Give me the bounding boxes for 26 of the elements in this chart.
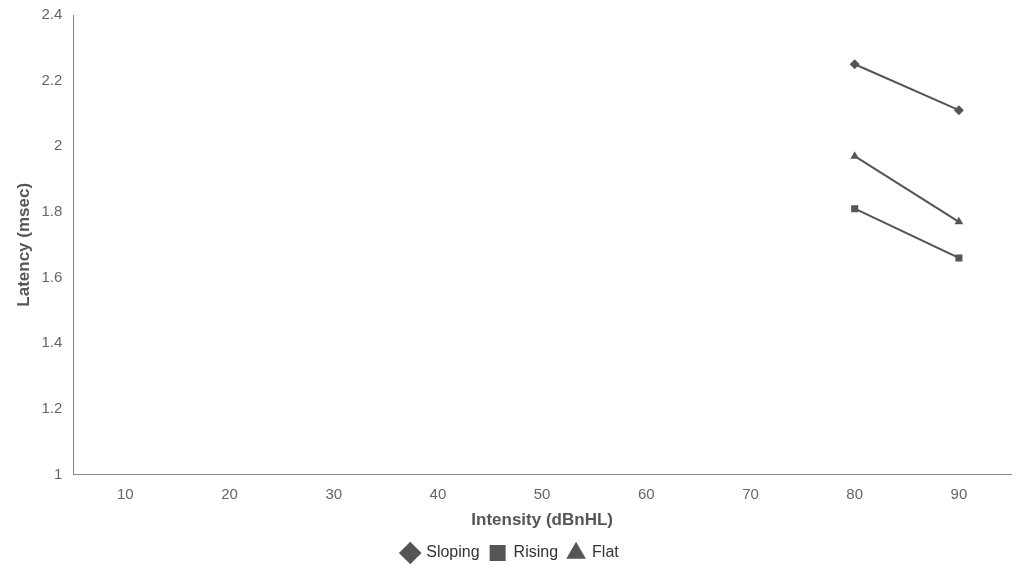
y-tick-label: 1 [53, 464, 63, 482]
x-tick-label: 70 [742, 484, 759, 502]
y-tick-label: 2.4 [41, 5, 63, 23]
x-tick-label: 40 [429, 484, 447, 502]
point [953, 105, 964, 116]
y-tick-label: 1.6 [41, 267, 63, 285]
legend-label: Sloping [426, 543, 480, 561]
y-tick-label: 2.2 [41, 70, 63, 88]
y-tick-label: 2 [53, 136, 63, 154]
y-tick-label: 1.8 [41, 202, 63, 220]
y-axis-title: Latency (msec) [13, 182, 33, 307]
x-tick-label: 90 [950, 484, 968, 502]
y-tick-label: 1.4 [41, 333, 63, 351]
legend-label: Rising [513, 543, 559, 561]
x-axis-title: Intensity (dBnHL) [471, 510, 613, 530]
x-tick-label: 60 [637, 484, 655, 502]
x-tick-label: 30 [325, 484, 343, 502]
point [849, 59, 860, 70]
legend-label: Flat [592, 543, 620, 561]
point [955, 254, 963, 262]
point [851, 205, 859, 213]
x-tick-label: 20 [221, 484, 238, 502]
x-tick-label: 50 [533, 484, 551, 502]
x-tick-label: 80 [846, 484, 864, 502]
x-tick-label: 10 [117, 484, 134, 502]
y-tick-label: 1.2 [41, 399, 63, 417]
